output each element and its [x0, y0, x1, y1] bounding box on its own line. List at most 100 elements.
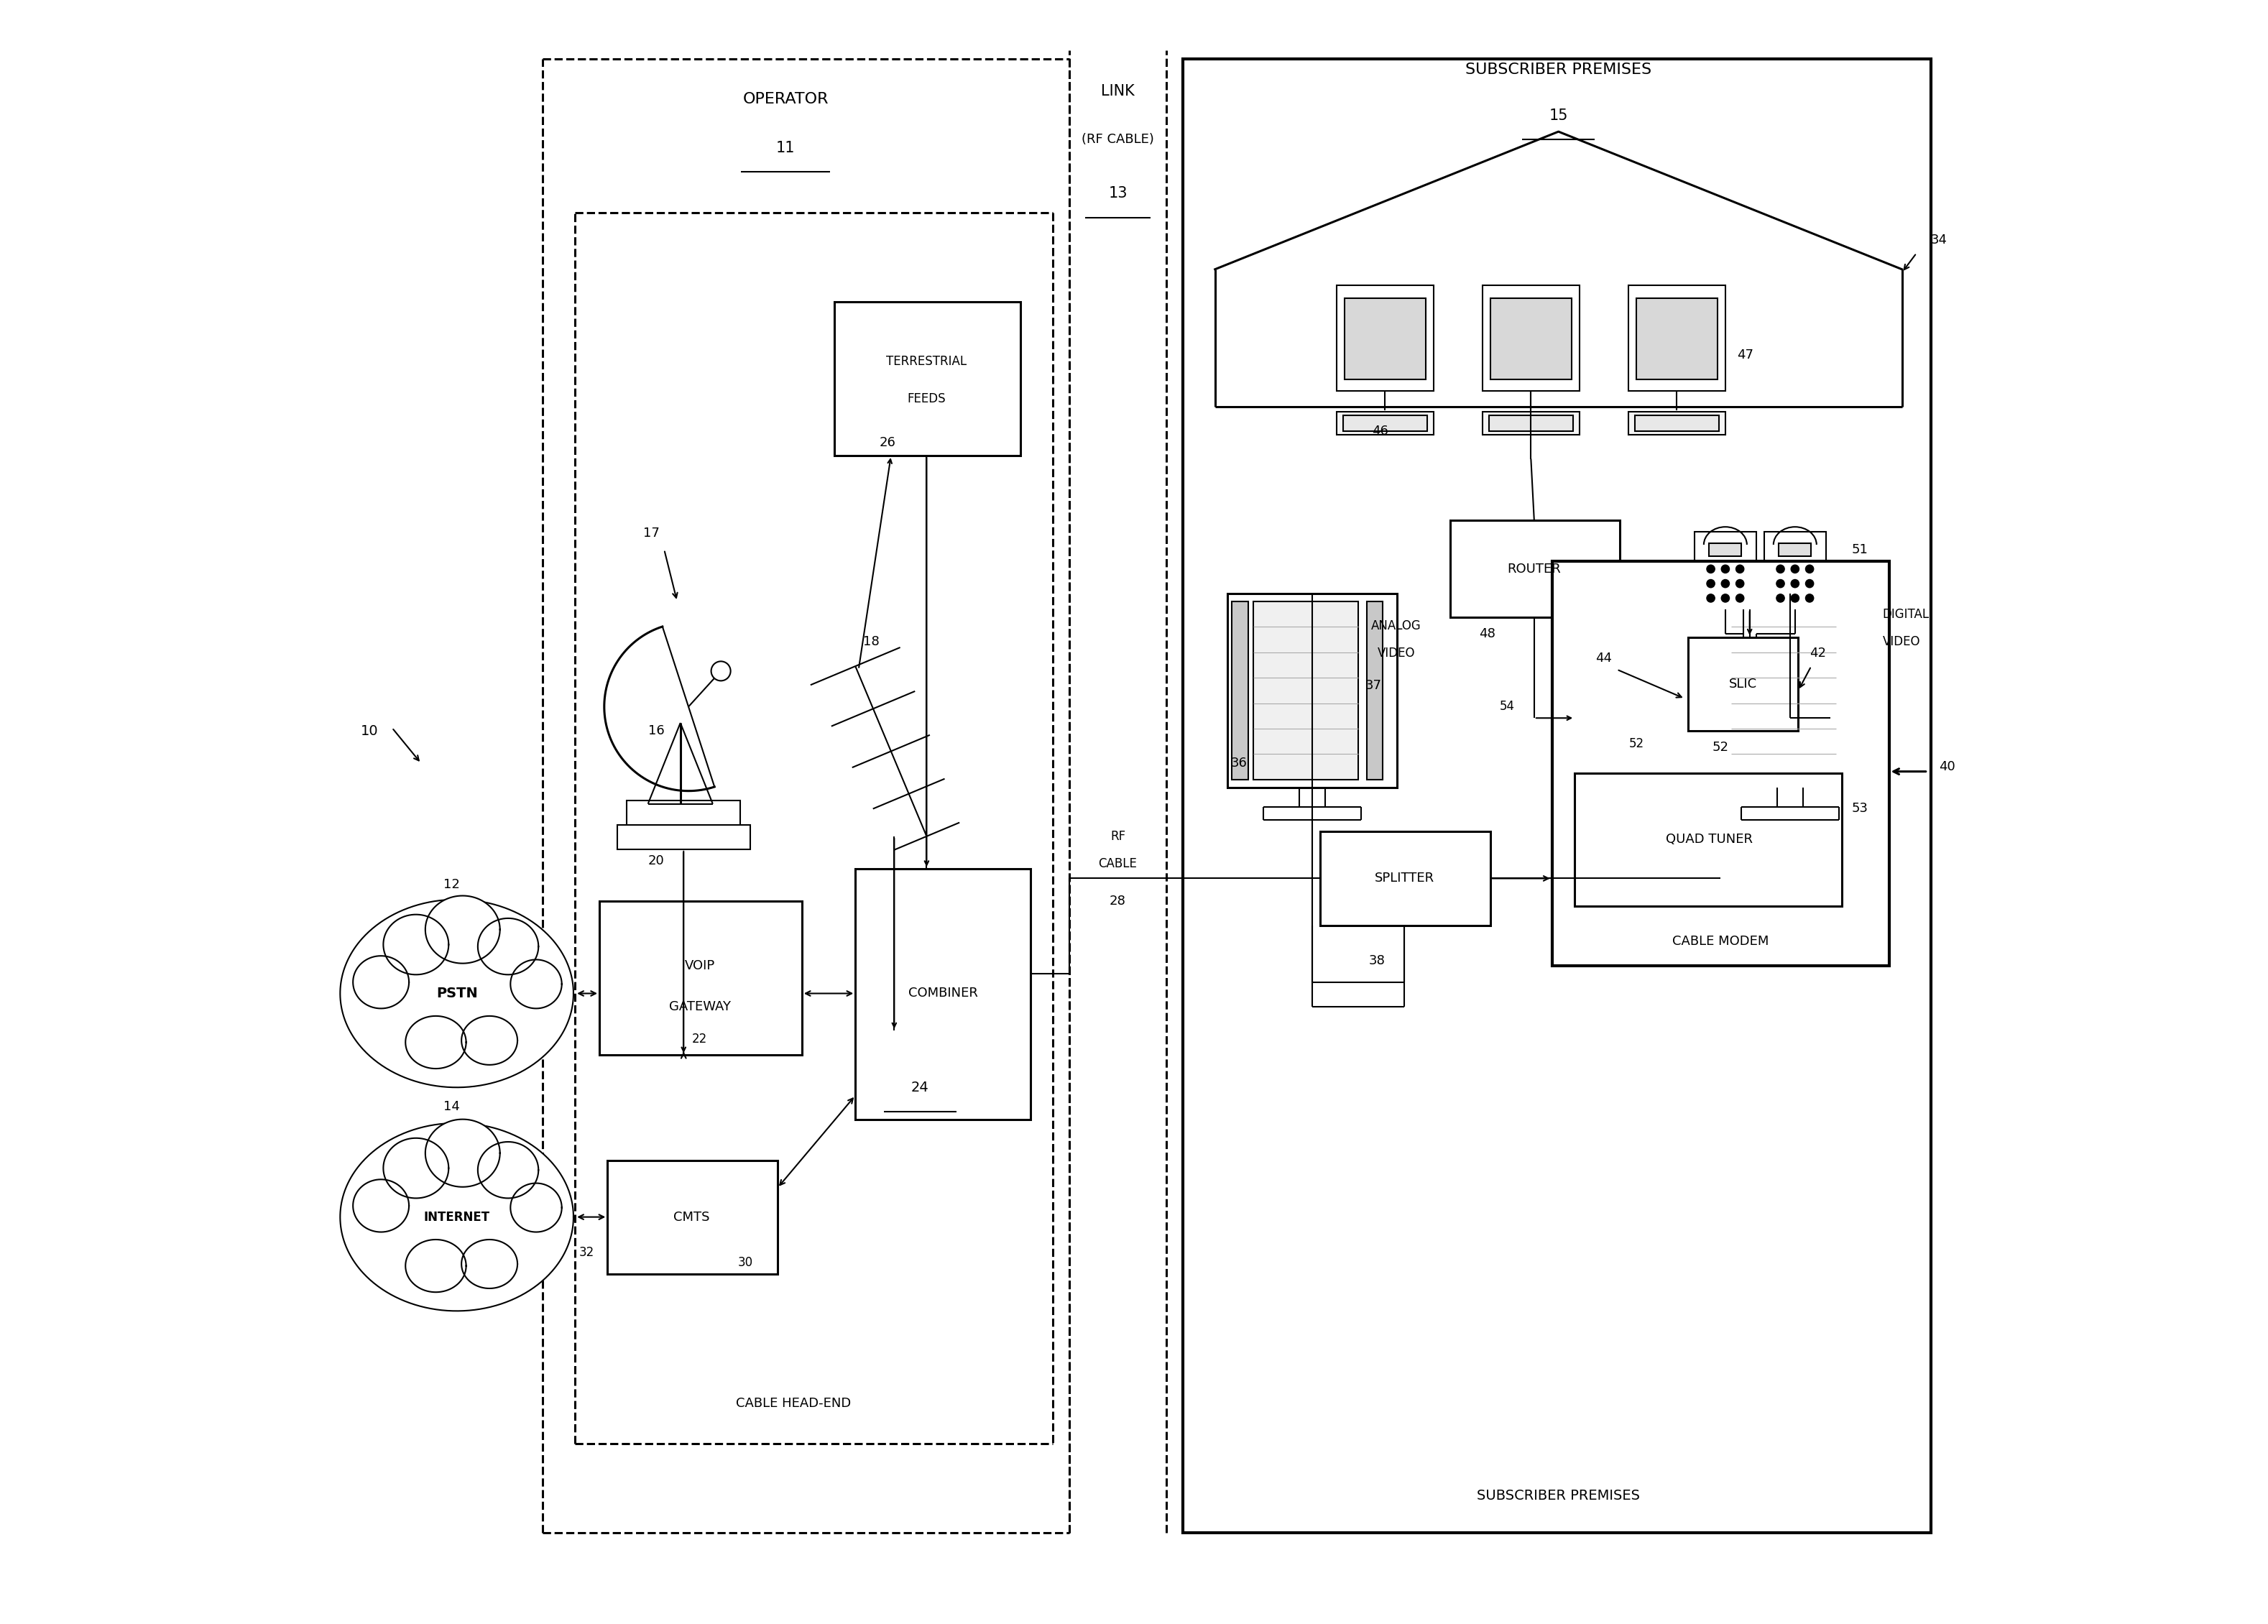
Text: 54: 54 — [1499, 700, 1515, 713]
Bar — [626, 801, 739, 828]
Polygon shape — [426, 896, 499, 963]
Bar — [1730, 601, 1837, 780]
Text: INTERNET: INTERNET — [424, 1210, 490, 1223]
Bar — [1687, 637, 1799, 731]
Bar — [1551, 560, 1889, 966]
Text: 48: 48 — [1479, 627, 1495, 640]
Text: 12: 12 — [445, 879, 460, 892]
Text: PSTN: PSTN — [435, 987, 479, 1000]
Text: 37: 37 — [1365, 679, 1381, 692]
Text: 52: 52 — [1712, 741, 1728, 754]
Bar — [1706, 593, 1876, 788]
Text: 11: 11 — [776, 141, 796, 154]
Circle shape — [1776, 565, 1785, 573]
Polygon shape — [383, 1138, 449, 1199]
Polygon shape — [406, 1239, 467, 1293]
Bar — [599, 901, 803, 1056]
Bar — [1628, 286, 1726, 391]
Text: CABLE HEAD-END: CABLE HEAD-END — [737, 1397, 850, 1410]
Text: SUBSCRIBER PREMISES: SUBSCRIBER PREMISES — [1476, 1489, 1640, 1502]
Text: QUAD TUNER: QUAD TUNER — [1665, 833, 1753, 846]
Text: SLIC: SLIC — [1728, 677, 1758, 690]
Text: 17: 17 — [644, 526, 660, 539]
Polygon shape — [460, 1239, 517, 1288]
Text: DIGITAL: DIGITAL — [1882, 607, 1930, 620]
Text: VIDEO: VIDEO — [1377, 646, 1415, 659]
Bar — [1490, 299, 1572, 380]
Text: OPERATOR: OPERATOR — [742, 93, 828, 107]
Polygon shape — [354, 957, 408, 1009]
Circle shape — [1721, 580, 1730, 588]
Bar — [1345, 299, 1427, 380]
Bar — [1336, 412, 1433, 435]
Text: ROUTER: ROUTER — [1508, 562, 1560, 575]
Bar — [1232, 601, 1247, 780]
Bar — [1635, 299, 1717, 380]
Polygon shape — [479, 1142, 538, 1199]
Circle shape — [1792, 565, 1799, 573]
Text: GATEWAY: GATEWAY — [669, 1000, 730, 1013]
Text: FEEDS: FEEDS — [907, 393, 946, 406]
Text: 18: 18 — [864, 635, 880, 648]
Bar — [617, 825, 751, 849]
Text: 47: 47 — [1737, 349, 1753, 362]
Bar — [1343, 416, 1427, 432]
Text: 38: 38 — [1370, 955, 1386, 968]
Text: TERRESTRIAL: TERRESTRIAL — [887, 356, 966, 369]
Circle shape — [1708, 580, 1715, 588]
Circle shape — [1735, 565, 1744, 573]
Bar — [835, 302, 1021, 456]
Text: SPLITTER: SPLITTER — [1374, 872, 1433, 885]
Circle shape — [1735, 580, 1744, 588]
Text: 40: 40 — [1939, 760, 1955, 773]
Text: 28: 28 — [1109, 895, 1125, 908]
Text: RF: RF — [1111, 830, 1125, 843]
Text: VIDEO: VIDEO — [1882, 635, 1921, 648]
Text: 26: 26 — [880, 437, 896, 450]
Text: VOIP: VOIP — [685, 960, 714, 973]
Bar — [608, 1160, 778, 1273]
Text: CABLE MODEM: CABLE MODEM — [1672, 935, 1769, 948]
Bar — [1635, 416, 1719, 432]
Text: COMBINER: COMBINER — [907, 987, 978, 1000]
Bar — [1765, 531, 1826, 609]
Circle shape — [712, 661, 730, 680]
Text: 51: 51 — [1851, 542, 1869, 555]
Circle shape — [1708, 594, 1715, 603]
Bar — [1844, 601, 1860, 780]
Polygon shape — [479, 918, 538, 974]
Text: 20: 20 — [649, 854, 665, 867]
Polygon shape — [426, 1119, 499, 1187]
Circle shape — [1776, 594, 1785, 603]
Circle shape — [1792, 594, 1799, 603]
Polygon shape — [340, 1124, 574, 1311]
Text: 53: 53 — [1851, 802, 1869, 815]
Circle shape — [1721, 565, 1730, 573]
Text: LINK: LINK — [1100, 84, 1134, 99]
Text: 36: 36 — [1232, 757, 1247, 770]
Text: CMTS: CMTS — [674, 1210, 710, 1223]
Bar — [1694, 531, 1755, 609]
Circle shape — [1805, 565, 1814, 573]
Bar — [1227, 593, 1397, 788]
Text: 34: 34 — [1930, 234, 1948, 247]
Text: 52: 52 — [1628, 737, 1644, 750]
Text: CABLE: CABLE — [1098, 857, 1136, 870]
Text: 46: 46 — [1372, 425, 1388, 438]
Polygon shape — [406, 1017, 467, 1069]
Bar — [1483, 412, 1579, 435]
Bar — [1336, 286, 1433, 391]
Text: 15: 15 — [1549, 109, 1567, 122]
Bar — [1778, 542, 1812, 555]
Bar — [1320, 831, 1490, 926]
Bar — [855, 869, 1030, 1121]
Bar — [1488, 416, 1574, 432]
Text: 24: 24 — [912, 1080, 930, 1095]
Bar — [1628, 412, 1726, 435]
Bar — [1574, 773, 1842, 906]
Text: 42: 42 — [1810, 646, 1826, 659]
Text: 13: 13 — [1109, 187, 1127, 200]
Circle shape — [1792, 580, 1799, 588]
Circle shape — [1776, 580, 1785, 588]
Polygon shape — [354, 1179, 408, 1233]
